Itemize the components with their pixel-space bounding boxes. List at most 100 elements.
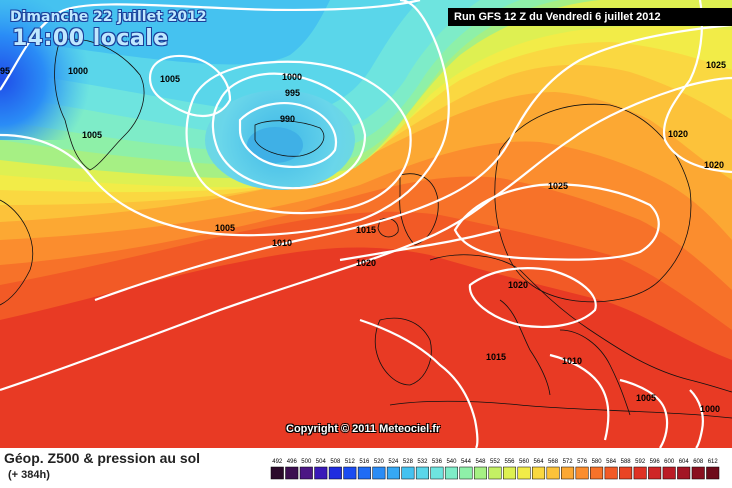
legend-label: 580 <box>592 459 603 465</box>
legend-label: 508 <box>330 459 341 465</box>
legend-swatch <box>415 466 429 480</box>
isobar-label: 1020 <box>668 129 688 139</box>
isobar-label: 1000 <box>700 404 720 414</box>
legend-label: 516 <box>359 459 370 465</box>
legend-swatch <box>314 466 328 480</box>
weather-map: 1000 1005 1005 1005 1000 995 990 1010 10… <box>0 0 732 448</box>
legend-label: 596 <box>650 459 661 465</box>
legend-swatch <box>285 466 299 480</box>
legend-swatch <box>517 466 531 480</box>
isobar-path-990 <box>238 102 338 168</box>
isobar-label: 1020 <box>356 258 376 268</box>
forecast-time: 14:00 locale <box>12 26 169 51</box>
map-title: Géop. Z500 & pression au sol <box>4 450 201 466</box>
legend-swatch <box>401 466 415 480</box>
legend-swatch <box>546 466 560 480</box>
legend-swatch <box>590 466 604 480</box>
isobar-label: 1000 <box>282 72 302 82</box>
legend-label: 564 <box>534 459 545 465</box>
legend-label: 552 <box>490 459 501 465</box>
isobar-path-1020-b <box>468 267 597 328</box>
isobar-label: 1020 <box>704 160 724 170</box>
isobar-path-1005-south <box>619 378 669 448</box>
legend-label: 568 <box>548 459 559 465</box>
north-africa-coast <box>389 400 732 419</box>
polar-low-blue <box>0 0 120 140</box>
legend-label: 604 <box>679 459 690 465</box>
isobar-label: 95 <box>0 66 10 76</box>
legend-label: 588 <box>621 459 632 465</box>
map-canvas: 1000 1005 1005 1005 1000 995 990 1010 10… <box>0 0 732 448</box>
legend-label: 500 <box>301 459 312 465</box>
legend-swatch <box>503 466 517 480</box>
low-pressure-center <box>247 127 303 163</box>
legend-label: 584 <box>606 459 617 465</box>
legend-swatch <box>343 466 357 480</box>
isobar-path-1000-south <box>689 389 704 448</box>
isobar-label: 1015 <box>486 352 506 362</box>
isobar-label: 990 <box>280 114 295 124</box>
greenland-coast <box>54 38 145 171</box>
iberia-coast <box>374 317 432 386</box>
legend-label: 560 <box>519 459 530 465</box>
legend-swatch <box>575 466 589 480</box>
europe-coast <box>429 254 732 393</box>
isobar-path-1020-east <box>662 0 732 174</box>
coastlines <box>0 38 732 419</box>
isobar-path-1015-south <box>359 318 479 448</box>
isobar-label: 1005 <box>160 74 180 84</box>
isobar-label: 1005 <box>215 223 235 233</box>
legend-swatch <box>299 466 313 480</box>
scandinavia-coast <box>494 103 692 303</box>
isobar-label: 1005 <box>82 130 102 140</box>
legend-label: 600 <box>664 459 675 465</box>
legend-label: 512 <box>345 459 356 465</box>
legend-swatch <box>677 466 691 480</box>
legend-label: 548 <box>475 459 486 465</box>
isobars <box>0 0 732 448</box>
legend-swatch <box>357 466 371 480</box>
isobar-path-1025 <box>453 183 660 261</box>
isobar-path-995 <box>211 72 367 190</box>
isobar-path-1010-south <box>549 353 610 441</box>
isobar-label: 1020 <box>508 280 528 290</box>
isobar-label: 995 <box>285 88 300 98</box>
legend-label: 520 <box>374 459 385 465</box>
legend-swatch <box>662 466 676 480</box>
forecast-range: (+ 384h) <box>8 469 50 481</box>
color-legend: 492 496 500 504 508 512 516 520 524 528 532 536 540 5… <box>270 459 720 480</box>
legend-swatch <box>459 466 473 480</box>
isobar-path-1000-top <box>0 0 421 91</box>
legend-label: 612 <box>708 459 719 465</box>
legend-label: 496 <box>287 459 298 465</box>
legend-label: 572 <box>563 459 574 465</box>
copyright-notice: Copyright © 2011 Meteociel.fr <box>286 423 441 435</box>
legend-swatch <box>633 466 647 480</box>
legend-label: 532 <box>417 459 428 465</box>
italy-coast <box>499 299 551 396</box>
legend-swatch <box>372 466 386 480</box>
legend-label: 528 <box>403 459 414 465</box>
legend-swatch <box>648 466 662 480</box>
iceland-coast <box>254 120 325 157</box>
legend-swatch <box>444 466 458 480</box>
britain-coast <box>399 173 439 246</box>
legend-label: 504 <box>316 459 327 465</box>
isobar-path-1000 <box>185 60 412 215</box>
isobar-label: 1010 <box>562 356 582 366</box>
legend-swatch <box>561 466 575 480</box>
legend-label: 576 <box>577 459 588 465</box>
legend-label: 492 <box>272 459 283 465</box>
balkans-coast <box>559 329 631 416</box>
legend-label: 524 <box>388 459 399 465</box>
footer: Géop. Z500 & pression au sol (+ 384h) 49… <box>0 448 732 488</box>
legend-swatch <box>604 466 618 480</box>
legend-label: 540 <box>446 459 457 465</box>
isobar-path-1010 <box>94 23 732 302</box>
isobar-path-1005-left <box>148 54 232 118</box>
legend-swatch <box>488 466 502 480</box>
legend-swatch <box>691 466 705 480</box>
legend-label: 544 <box>461 459 472 465</box>
legend-swatch <box>328 466 342 480</box>
legend-swatch <box>706 466 720 480</box>
